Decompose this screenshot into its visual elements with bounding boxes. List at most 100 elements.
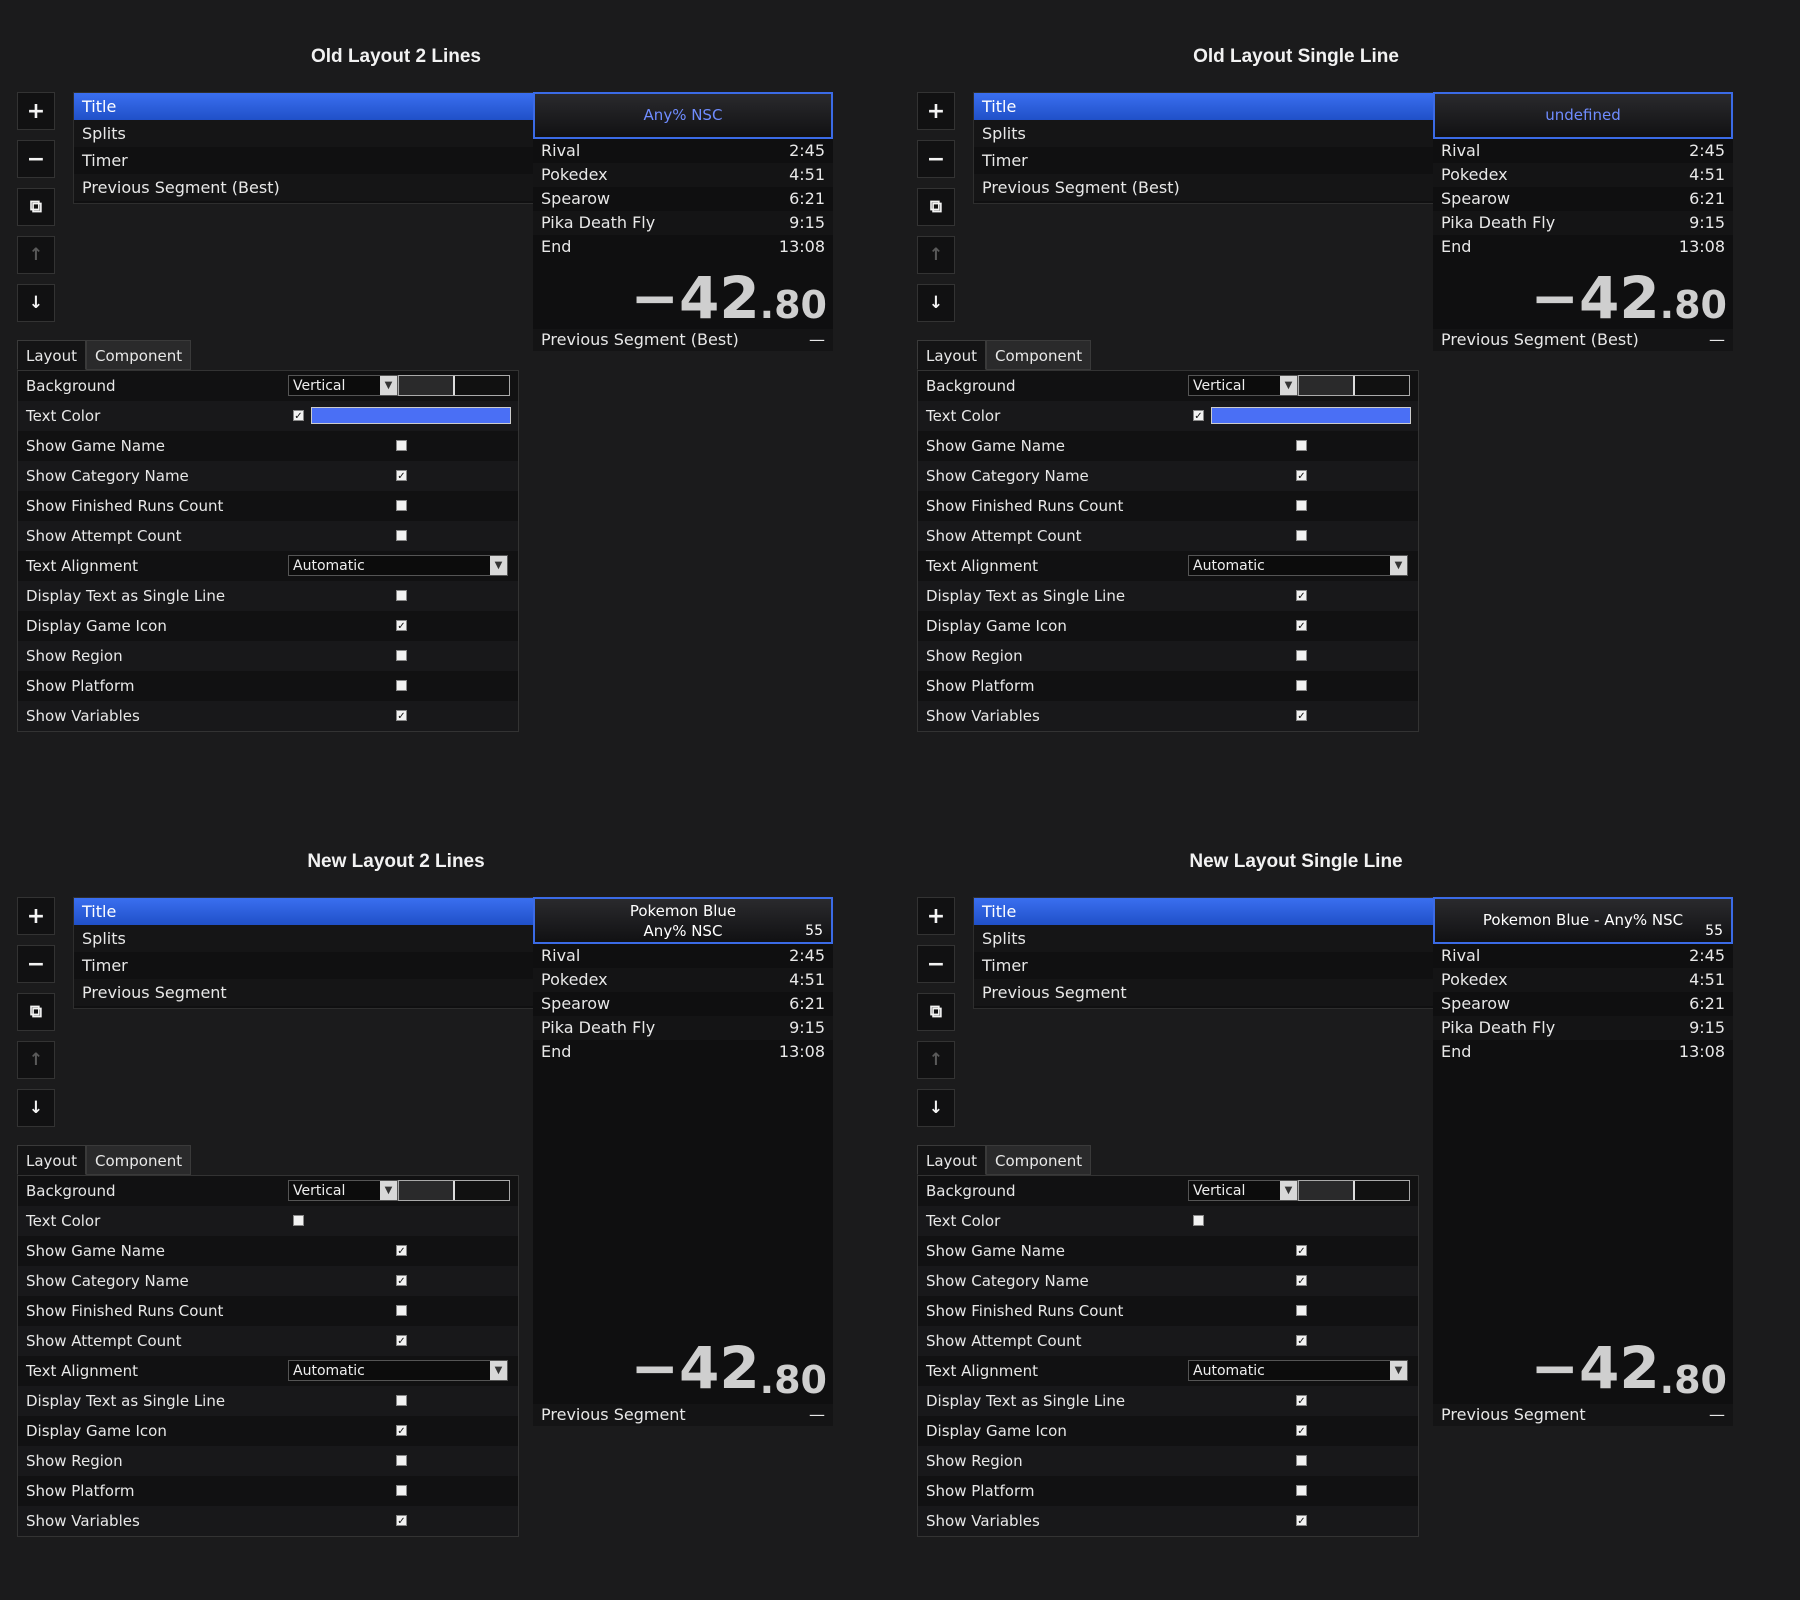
- text-alignment-select[interactable]: Automatic ▼: [1188, 1360, 1408, 1381]
- show-category-name-checkbox[interactable]: ✓: [1296, 470, 1307, 482]
- text-color-swatch[interactable]: [1211, 407, 1411, 424]
- component-item-title[interactable]: Title: [74, 898, 534, 925]
- remove-component-button[interactable]: −: [17, 140, 55, 178]
- gradient-color-2[interactable]: [1355, 1181, 1409, 1200]
- remove-component-button[interactable]: −: [917, 140, 955, 178]
- display-single-line-checkbox[interactable]: [396, 590, 407, 601]
- show-variables-checkbox[interactable]: ✓: [396, 710, 407, 722]
- show-category-name-checkbox[interactable]: ✓: [396, 1275, 407, 1287]
- component-item-timer[interactable]: Timer: [82, 956, 128, 975]
- display-single-line-checkbox[interactable]: [396, 1395, 407, 1406]
- show-attempt-count-checkbox[interactable]: [1296, 530, 1307, 541]
- show-finished-runs-count-checkbox[interactable]: [1296, 1305, 1307, 1316]
- text-color-checkbox[interactable]: ✓: [1193, 410, 1204, 422]
- display-single-line-checkbox[interactable]: ✓: [1296, 590, 1307, 602]
- background-gradient-swatch[interactable]: [398, 375, 510, 396]
- move-down-button[interactable]: ↓: [17, 284, 55, 322]
- display-single-line-checkbox[interactable]: ✓: [1296, 1395, 1307, 1407]
- show-attempt-count-checkbox[interactable]: ✓: [1296, 1335, 1307, 1347]
- background-gradient-swatch[interactable]: [1298, 1180, 1410, 1201]
- component-item-splits[interactable]: Splits: [74, 925, 534, 952]
- component-item-title[interactable]: Title: [974, 93, 1434, 120]
- duplicate-component-button[interactable]: ⧉: [17, 188, 55, 226]
- add-component-button[interactable]: +: [17, 897, 55, 935]
- move-up-button[interactable]: ↑: [17, 1041, 55, 1079]
- show-platform-checkbox[interactable]: [396, 680, 407, 691]
- text-alignment-select[interactable]: Automatic ▼: [288, 555, 508, 576]
- remove-component-button[interactable]: −: [17, 945, 55, 983]
- display-game-icon-checkbox[interactable]: ✓: [396, 1425, 407, 1437]
- move-down-button[interactable]: ↓: [17, 1089, 55, 1127]
- show-category-name-checkbox[interactable]: ✓: [1296, 1275, 1307, 1287]
- duplicate-component-button[interactable]: ⧉: [17, 993, 55, 1031]
- show-category-name-checkbox[interactable]: ✓: [396, 470, 407, 482]
- show-game-name-checkbox[interactable]: [396, 440, 407, 451]
- gradient-type-select[interactable]: Vertical ▼: [1188, 375, 1298, 396]
- show-variables-checkbox[interactable]: ✓: [1296, 1515, 1307, 1527]
- component-item-splits[interactable]: Splits: [974, 925, 1434, 952]
- tab-component[interactable]: Component: [86, 340, 192, 370]
- gradient-color-1[interactable]: [399, 376, 455, 395]
- display-game-icon-checkbox[interactable]: ✓: [1296, 620, 1307, 632]
- tab-layout[interactable]: Layout: [17, 340, 86, 370]
- gradient-type-select[interactable]: Vertical ▼: [288, 375, 398, 396]
- component-item-title[interactable]: Title: [74, 93, 534, 120]
- component-item-previous-segment[interactable]: Previous Segment (Best): [74, 174, 534, 201]
- show-platform-checkbox[interactable]: [396, 1485, 407, 1496]
- gradient-color-2[interactable]: [455, 1181, 509, 1200]
- move-up-button[interactable]: ↑: [17, 236, 55, 274]
- tab-layout[interactable]: Layout: [917, 1145, 986, 1175]
- show-game-name-checkbox[interactable]: ✓: [1296, 1245, 1307, 1257]
- tab-layout[interactable]: Layout: [917, 340, 986, 370]
- move-down-button[interactable]: ↓: [917, 284, 955, 322]
- tab-component[interactable]: Component: [986, 1145, 1092, 1175]
- show-region-checkbox[interactable]: [1296, 1455, 1307, 1466]
- component-item-splits[interactable]: Splits: [74, 120, 534, 147]
- tab-layout[interactable]: Layout: [17, 1145, 86, 1175]
- text-color-checkbox[interactable]: ✓: [293, 410, 304, 422]
- background-gradient-swatch[interactable]: [1298, 375, 1410, 396]
- gradient-color-2[interactable]: [1355, 376, 1409, 395]
- gradient-color-2[interactable]: [455, 376, 509, 395]
- show-attempt-count-checkbox[interactable]: ✓: [396, 1335, 407, 1347]
- component-item-timer[interactable]: Timer: [982, 956, 1028, 975]
- text-alignment-select[interactable]: Automatic ▼: [1188, 555, 1408, 576]
- show-platform-checkbox[interactable]: [1296, 680, 1307, 691]
- add-component-button[interactable]: +: [917, 897, 955, 935]
- component-item-timer[interactable]: Timer: [82, 151, 128, 170]
- duplicate-component-button[interactable]: ⧉: [917, 993, 955, 1031]
- show-finished-runs-count-checkbox[interactable]: [396, 1305, 407, 1316]
- gradient-type-select[interactable]: Vertical ▼: [288, 1180, 398, 1201]
- background-gradient-swatch[interactable]: [398, 1180, 510, 1201]
- show-finished-runs-count-checkbox[interactable]: [1296, 500, 1307, 511]
- text-color-checkbox[interactable]: [293, 1215, 304, 1226]
- tab-component[interactable]: Component: [86, 1145, 192, 1175]
- show-variables-checkbox[interactable]: ✓: [396, 1515, 407, 1527]
- tab-component[interactable]: Component: [986, 340, 1092, 370]
- gradient-color-1[interactable]: [399, 1181, 455, 1200]
- move-down-button[interactable]: ↓: [917, 1089, 955, 1127]
- show-region-checkbox[interactable]: [396, 650, 407, 661]
- text-color-swatch[interactable]: [311, 407, 511, 424]
- show-game-name-checkbox[interactable]: ✓: [396, 1245, 407, 1257]
- show-attempt-count-checkbox[interactable]: [396, 530, 407, 541]
- display-game-icon-checkbox[interactable]: ✓: [396, 620, 407, 632]
- move-up-button[interactable]: ↑: [917, 1041, 955, 1079]
- component-item-previous-segment[interactable]: Previous Segment: [974, 979, 1434, 1006]
- show-finished-runs-count-checkbox[interactable]: [396, 500, 407, 511]
- display-game-icon-checkbox[interactable]: ✓: [1296, 1425, 1307, 1437]
- show-game-name-checkbox[interactable]: [1296, 440, 1307, 451]
- gradient-type-select[interactable]: Vertical ▼: [1188, 1180, 1298, 1201]
- show-platform-checkbox[interactable]: [1296, 1485, 1307, 1496]
- text-alignment-select[interactable]: Automatic ▼: [288, 1360, 508, 1381]
- gradient-color-1[interactable]: [1299, 376, 1355, 395]
- move-up-button[interactable]: ↑: [917, 236, 955, 274]
- component-item-previous-segment[interactable]: Previous Segment (Best): [974, 174, 1434, 201]
- show-variables-checkbox[interactable]: ✓: [1296, 710, 1307, 722]
- component-item-timer[interactable]: Timer: [982, 151, 1028, 170]
- text-color-checkbox[interactable]: [1193, 1215, 1204, 1226]
- add-component-button[interactable]: +: [17, 92, 55, 130]
- add-component-button[interactable]: +: [917, 92, 955, 130]
- gradient-color-1[interactable]: [1299, 1181, 1355, 1200]
- component-item-splits[interactable]: Splits: [974, 120, 1434, 147]
